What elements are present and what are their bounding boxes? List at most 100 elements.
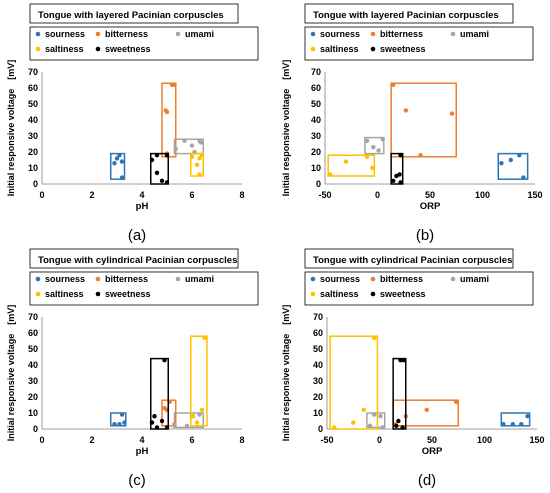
data-point-umami xyxy=(173,146,178,151)
data-point-sourness xyxy=(112,161,117,166)
legend-marker xyxy=(370,31,376,37)
legend-entry-bitterness: bitterness xyxy=(380,274,423,284)
data-point-bitterness xyxy=(418,153,423,158)
y-tick-label: 30 xyxy=(313,376,323,386)
data-point-umami xyxy=(364,138,370,143)
x-tick-label: 150 xyxy=(529,435,544,445)
y-axis-label: Initial responsive voltage [mV] xyxy=(281,305,291,442)
x-tick-label: 150 xyxy=(527,190,542,200)
y-tick-label: 70 xyxy=(311,67,321,77)
legend-marker xyxy=(35,291,41,297)
x-tick-label: 4 xyxy=(139,190,144,200)
data-point-saltiness xyxy=(194,420,200,425)
x-tick-label: 0 xyxy=(39,190,44,200)
y-tick-label: 20 xyxy=(28,147,38,157)
x-tick-label: 6 xyxy=(189,190,194,200)
x-tick-label: 50 xyxy=(425,190,435,200)
data-point-umami xyxy=(378,414,383,419)
legend-marker xyxy=(310,31,316,37)
y-tick-label: 30 xyxy=(28,376,38,386)
data-point-sweetness xyxy=(159,178,165,183)
legend-entry-sourness: sourness xyxy=(45,274,85,284)
data-point-saltiness xyxy=(328,172,333,177)
data-point-sweetness xyxy=(159,418,165,424)
x-tick-label: 100 xyxy=(477,435,492,445)
data-point-saltiness xyxy=(372,335,377,340)
y-tick-label: 40 xyxy=(313,360,323,370)
legend-entry-umami: umami xyxy=(460,274,489,284)
y-tick-label: 30 xyxy=(311,131,321,141)
x-axis-label: ORP xyxy=(420,201,441,212)
data-point-saltiness xyxy=(332,425,337,430)
data-point-sweetness xyxy=(152,414,157,419)
y-tick-label: 70 xyxy=(28,67,38,77)
y-tick-label: 30 xyxy=(28,131,38,141)
data-point-saltiness xyxy=(197,156,202,161)
y-tick-label: 20 xyxy=(28,392,38,402)
legend-entry-umami: umami xyxy=(185,274,214,284)
legend-entry-saltiness: saltiness xyxy=(320,44,359,54)
legend-entry-sourness: sourness xyxy=(320,29,360,39)
x-tick-label: 2 xyxy=(89,435,94,445)
legend-marker xyxy=(310,276,316,282)
data-point-bitterness xyxy=(172,82,177,88)
chart-title-box xyxy=(29,248,239,269)
data-point-sourness xyxy=(501,422,506,427)
data-point-bitterness xyxy=(453,399,459,404)
legend-box xyxy=(304,26,534,61)
data-point-sourness xyxy=(112,422,117,427)
y-tick-label: 0 xyxy=(316,179,321,189)
legend-marker xyxy=(370,276,376,282)
legend-entry-umami: umami xyxy=(460,29,489,39)
legend-marker xyxy=(450,276,456,282)
data-point-bitterness xyxy=(164,109,170,115)
data-point-sourness xyxy=(508,157,514,163)
legend-marker xyxy=(95,276,101,282)
range-box-sourness xyxy=(497,152,529,180)
legend-entry-sourness: sourness xyxy=(45,29,85,39)
data-point-sweetness xyxy=(164,425,170,430)
x-tick-label: 100 xyxy=(475,190,490,200)
legend-entry-sweetness: sweetness xyxy=(380,289,426,299)
data-point-saltiness xyxy=(351,420,356,425)
legend-marker xyxy=(95,46,101,52)
y-tick-label: 10 xyxy=(28,408,38,418)
y-axis-label: Initial responsive voltage [mV] xyxy=(281,60,291,197)
data-point-sourness xyxy=(119,159,125,164)
legend-marker xyxy=(175,31,181,37)
y-tick-label: 20 xyxy=(313,392,323,402)
range-box-umami xyxy=(366,412,386,429)
x-tick-label: 8 xyxy=(239,435,244,445)
range-box-umami xyxy=(364,136,385,155)
legend-marker xyxy=(370,291,376,297)
data-point-sweetness xyxy=(400,425,405,430)
range-box-bitterness xyxy=(392,399,459,427)
data-point-sweetness xyxy=(401,358,406,363)
data-point-saltiness xyxy=(364,154,370,159)
range-box-saltiness xyxy=(327,154,376,177)
x-axis-label: pH xyxy=(136,201,149,212)
y-tick-label: 0 xyxy=(33,424,38,434)
x-tick-label: -50 xyxy=(318,190,331,200)
legend-marker xyxy=(310,46,316,52)
data-point-saltiness xyxy=(202,335,207,340)
data-point-sweetness xyxy=(149,157,155,163)
data-point-saltiness xyxy=(199,407,205,412)
x-axis-label: pH xyxy=(136,446,149,457)
data-point-umami xyxy=(182,138,187,143)
chart-panel: Tongue with cylindrical Pacinian corpusc… xyxy=(281,248,545,489)
legend-entry-sweetness: sweetness xyxy=(380,44,426,54)
data-point-umami xyxy=(184,423,190,428)
data-point-sourness xyxy=(117,422,122,427)
legend-marker xyxy=(450,31,456,37)
legend-marker xyxy=(95,291,101,297)
x-tick-label: 8 xyxy=(239,190,244,200)
data-point-sourness xyxy=(119,412,125,417)
data-point-bitterness xyxy=(449,111,455,116)
range-box-umami xyxy=(173,138,204,155)
legend-box xyxy=(29,26,259,61)
data-point-bitterness xyxy=(424,407,429,412)
range-box-saltiness xyxy=(190,152,204,177)
data-point-saltiness xyxy=(191,414,196,419)
y-tick-label: 60 xyxy=(313,328,323,338)
